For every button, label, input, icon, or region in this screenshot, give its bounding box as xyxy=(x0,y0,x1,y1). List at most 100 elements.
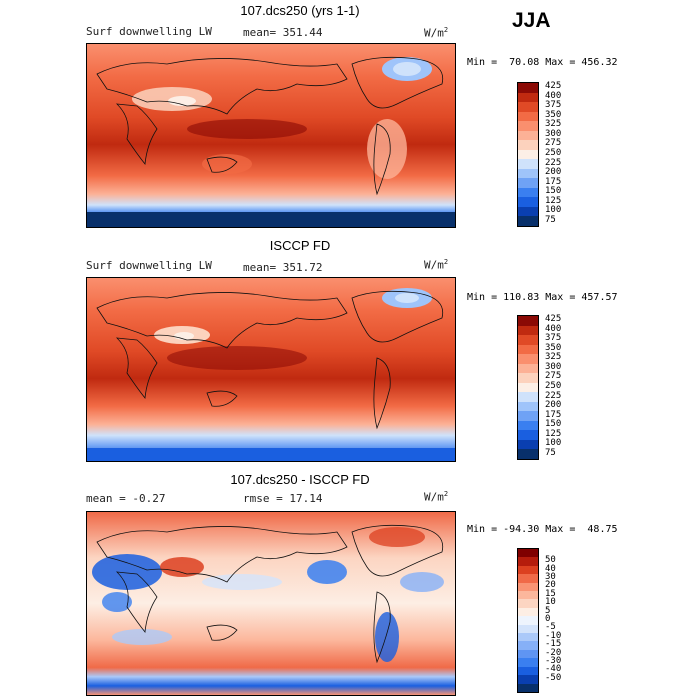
colorbar-cell xyxy=(518,140,538,150)
colorbar-cell xyxy=(518,430,538,440)
colorbar-cell xyxy=(518,683,538,692)
colorbar-cell xyxy=(518,582,538,592)
colorbar-tick-label: 175 xyxy=(545,409,562,420)
colorbar-cell xyxy=(518,206,538,217)
colorbar-cell xyxy=(518,325,538,336)
panel3-map xyxy=(86,511,456,696)
colorbar-tick-label: 375 xyxy=(545,333,562,344)
colorbar-tick-label: 5 xyxy=(545,605,551,616)
colorbar-cell xyxy=(518,649,538,659)
colorbar-tick-label: 15 xyxy=(545,588,556,599)
colorbar-tick-label: 50 xyxy=(545,555,556,566)
colorbar-cell xyxy=(518,373,538,383)
panel2-map xyxy=(86,277,456,462)
colorbar-cell xyxy=(518,675,538,684)
colorbar-cell xyxy=(518,344,538,355)
colorbar-cell xyxy=(518,439,538,450)
colorbar-cell xyxy=(518,159,538,169)
season-label: JJA xyxy=(512,9,551,32)
colorbar-cell xyxy=(518,392,538,402)
colorbar-tick-label: 300 xyxy=(545,128,562,139)
colorbar-tick-label: 200 xyxy=(545,167,562,178)
panel3-rmse-label: rmse = 17.14 xyxy=(243,492,323,505)
colorbar-cell xyxy=(518,335,538,345)
colorbar-cell xyxy=(518,316,538,326)
panel3-mean-label: mean = -0.27 xyxy=(86,492,166,505)
colorbar-tick-label: 400 xyxy=(545,90,562,101)
panel1-units: W/m2 xyxy=(424,26,449,40)
colorbar-cell xyxy=(518,411,538,421)
colorbar-tick-label: 175 xyxy=(545,176,562,187)
colorbar-cell xyxy=(518,187,538,198)
colorbar-tick-label: 250 xyxy=(545,381,562,391)
colorbar-cell xyxy=(518,565,538,575)
colorbar-cell xyxy=(518,92,538,103)
colorbar-cell xyxy=(518,633,538,642)
colorbar-tick-label: 375 xyxy=(545,100,562,111)
colorbar-tick-label: -5 xyxy=(545,622,556,633)
colorbar-cell xyxy=(518,382,538,393)
colorbar-tick-label: 125 xyxy=(545,195,562,206)
colorbar-cell xyxy=(518,102,538,112)
colorbar-cell xyxy=(518,599,538,608)
panel1-minmax: Min = 70.08 Max = 456.32 xyxy=(467,57,618,68)
colorbar-tick-label: 250 xyxy=(545,148,562,158)
colorbar-cell xyxy=(518,549,538,558)
colorbar-tick-label: 20 xyxy=(545,580,556,591)
colorbar-cell xyxy=(518,420,538,431)
colorbar-cell xyxy=(518,354,538,364)
colorbar-tick-label: -10 xyxy=(545,630,562,641)
panel3-minmax: Min = -94.30 Max = 48.75 xyxy=(467,524,618,535)
colorbar-tick-label: 225 xyxy=(545,157,562,168)
panel2-map-field xyxy=(87,278,455,461)
panel3-colorbar-labels: -50 -40 -30 -20 -15 -10 -5 0 5 10 15 20 30 40 50 xyxy=(517,548,577,691)
colorbar-cell xyxy=(518,168,538,179)
colorbar-tick-label: 425 xyxy=(545,81,562,92)
colorbar-tick-label: -20 xyxy=(545,647,562,658)
colorbar-tick-label: -15 xyxy=(545,639,562,650)
panel2-minmax: Min = 110.83 Max = 457.57 xyxy=(467,292,618,303)
colorbar-tick-label: 150 xyxy=(545,186,562,197)
panel1-map xyxy=(86,43,456,228)
colorbar-tick-label: 100 xyxy=(545,205,562,216)
colorbar-tick-label: 100 xyxy=(545,438,562,449)
colorbar-tick-label: 325 xyxy=(545,352,562,363)
panel1-map-field xyxy=(87,44,455,227)
colorbar-cell xyxy=(518,658,538,667)
panel3-colorbar xyxy=(517,548,539,693)
colorbar-tick-label: 75 xyxy=(545,214,556,225)
panel1-mean-label: mean= 351.44 xyxy=(243,26,323,39)
colorbar-tick-label: 75 xyxy=(545,447,556,458)
colorbar-cell xyxy=(518,641,538,650)
panel1-colorbar-labels: 75 100 125 150 175 200 225 250 275 300 325 350 375 40… xyxy=(517,82,577,225)
colorbar-cell xyxy=(518,401,538,412)
colorbar-tick-label: 350 xyxy=(545,342,562,353)
panel2-units: W/m2 xyxy=(424,258,449,272)
colorbar-tick-label: 350 xyxy=(545,109,562,120)
colorbar-tick-label: 325 xyxy=(545,119,562,130)
colorbar-cell xyxy=(518,624,538,634)
colorbar-tick-label: 275 xyxy=(545,138,562,149)
colorbar-cell xyxy=(518,216,538,226)
panel1-variable-label: Surf downwelling LW xyxy=(86,25,212,38)
colorbar-tick-label: 0 xyxy=(545,614,551,624)
colorbar-cell xyxy=(518,574,538,583)
panel3-map-field xyxy=(87,512,455,695)
colorbar-tick-label: 400 xyxy=(545,323,562,334)
colorbar-tick-label: -30 xyxy=(545,656,562,667)
colorbar-tick-label: 225 xyxy=(545,390,562,401)
colorbar-cell xyxy=(518,178,538,188)
panel2-colorbar xyxy=(517,315,539,460)
colorbar-cell xyxy=(518,449,538,459)
colorbar-tick-label: 150 xyxy=(545,419,562,430)
panel1-title: 107.dcs250 (yrs 1-1) xyxy=(240,3,360,18)
colorbar-cell xyxy=(518,616,538,625)
colorbar-tick-label: 275 xyxy=(545,371,562,382)
panel2-colorbar-labels: 75 100 125 150 175 200 225 250 275 300 325 350 375 40… xyxy=(517,315,577,458)
colorbar-tick-label: -40 xyxy=(545,664,562,675)
colorbar-tick-label: 40 xyxy=(545,563,556,574)
colorbar-tick-label: 10 xyxy=(545,597,556,608)
colorbar-cell xyxy=(518,130,538,141)
colorbar-cell xyxy=(518,591,538,600)
colorbar-tick-label: 200 xyxy=(545,400,562,411)
